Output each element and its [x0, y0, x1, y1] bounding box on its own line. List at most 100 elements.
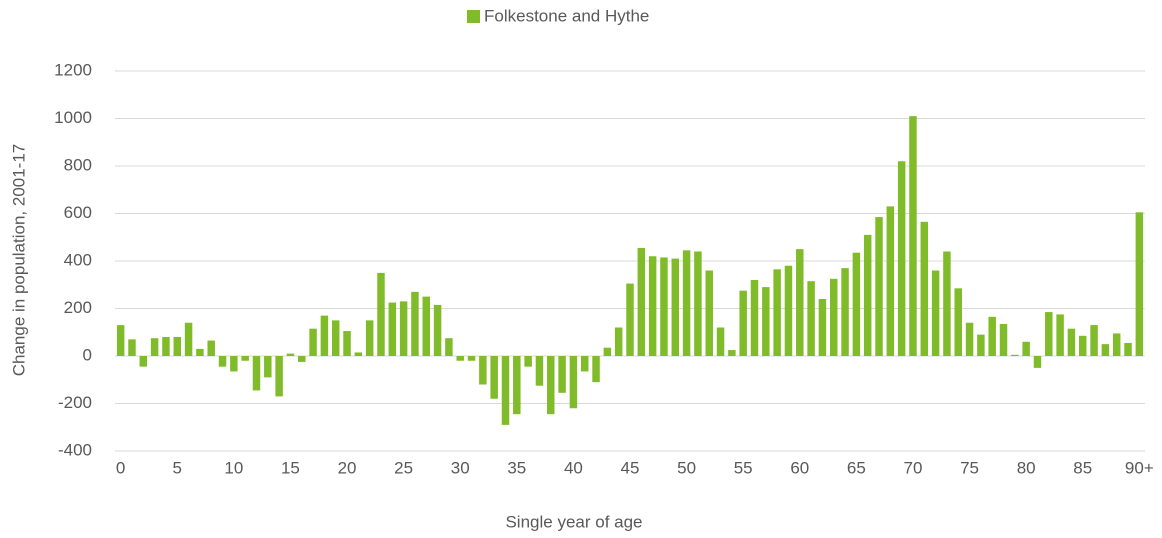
bar — [320, 315, 329, 356]
bar — [1101, 344, 1110, 356]
x-tick-label: 25 — [394, 458, 413, 477]
bar — [784, 265, 793, 356]
bar — [377, 272, 385, 356]
bar — [298, 356, 306, 362]
bar — [796, 249, 804, 356]
bar — [116, 325, 125, 356]
bar — [988, 316, 996, 356]
x-tick-label: 5 — [173, 458, 182, 477]
x-tick-label: 55 — [734, 458, 753, 477]
bar — [977, 334, 985, 356]
bar — [897, 161, 906, 356]
x-axis-title: Single year of age — [505, 512, 642, 531]
bar — [150, 338, 159, 356]
bar — [354, 352, 363, 356]
y-tick-label: 600 — [64, 203, 92, 222]
y-tick-label: 400 — [64, 250, 92, 269]
x-tick-label: 0 — [116, 458, 125, 477]
bar — [524, 356, 532, 367]
bar — [931, 270, 940, 356]
bar — [807, 281, 815, 356]
bar — [490, 356, 498, 399]
bar — [626, 283, 634, 356]
bar — [648, 256, 657, 356]
x-tick-label: 40 — [564, 458, 583, 477]
bar — [535, 356, 544, 386]
bar — [1067, 328, 1076, 356]
bar — [705, 270, 713, 356]
bar — [388, 302, 397, 356]
legend-label: Folkestone and Hythe — [484, 6, 649, 25]
y-tick-label: -400 — [58, 440, 92, 459]
bar — [184, 322, 193, 356]
y-axis-title: Change in population, 2001-17 — [9, 144, 28, 377]
x-tick-label: 10 — [224, 458, 243, 477]
bar — [1090, 325, 1098, 356]
bar — [1112, 333, 1121, 356]
bar — [909, 116, 917, 356]
x-tick-label: 50 — [677, 458, 696, 477]
bar — [139, 356, 148, 367]
bar — [716, 327, 725, 356]
bar — [762, 287, 770, 356]
bar — [830, 278, 838, 356]
bar — [331, 320, 340, 356]
bar — [230, 356, 238, 372]
bar — [569, 356, 578, 409]
bar — [773, 269, 781, 356]
x-tick-label: 85 — [1073, 458, 1092, 477]
bar — [1045, 312, 1053, 356]
bar — [309, 328, 317, 356]
bar — [852, 252, 861, 356]
bar — [694, 251, 702, 356]
bar — [954, 288, 962, 356]
legend-swatch — [467, 10, 480, 23]
bar — [343, 331, 351, 356]
x-tick-label: 65 — [847, 458, 866, 477]
bar — [592, 356, 600, 383]
bar — [207, 340, 215, 356]
bar — [1011, 354, 1019, 356]
bar — [241, 356, 249, 361]
bar — [841, 268, 849, 356]
bar — [433, 304, 442, 356]
bar — [999, 323, 1008, 356]
x-tick-label: 80 — [1017, 458, 1036, 477]
bar — [863, 234, 872, 356]
y-tick-label: 0 — [83, 345, 92, 364]
bar — [739, 290, 747, 356]
y-tick-label: -200 — [58, 393, 92, 412]
bar — [399, 301, 408, 356]
bar — [728, 350, 736, 356]
bar — [580, 356, 589, 372]
bar — [501, 356, 510, 425]
bar — [252, 356, 261, 391]
bar — [173, 337, 181, 356]
bar — [637, 247, 646, 356]
bar — [1079, 335, 1087, 356]
y-tick-label: 1000 — [54, 108, 92, 127]
x-tick-label: 90+ — [1125, 458, 1154, 477]
bar — [264, 356, 272, 378]
bar — [547, 356, 555, 415]
bar — [467, 356, 476, 361]
bar — [671, 258, 680, 356]
bar — [513, 356, 521, 415]
bar — [1124, 342, 1132, 356]
x-tick-label: 75 — [960, 458, 979, 477]
bar — [286, 353, 295, 356]
y-tick-label: 200 — [64, 298, 92, 317]
bar — [479, 356, 487, 385]
x-tick-label: 45 — [621, 458, 640, 477]
bar — [365, 320, 374, 356]
x-tick-label: 60 — [790, 458, 809, 477]
bar — [218, 356, 227, 367]
bar — [965, 322, 974, 356]
bar — [1022, 341, 1030, 356]
x-tick-label: 35 — [507, 458, 526, 477]
bar — [411, 291, 419, 356]
x-tick-label: 70 — [904, 458, 923, 477]
bar — [682, 250, 691, 356]
bar — [875, 217, 883, 356]
